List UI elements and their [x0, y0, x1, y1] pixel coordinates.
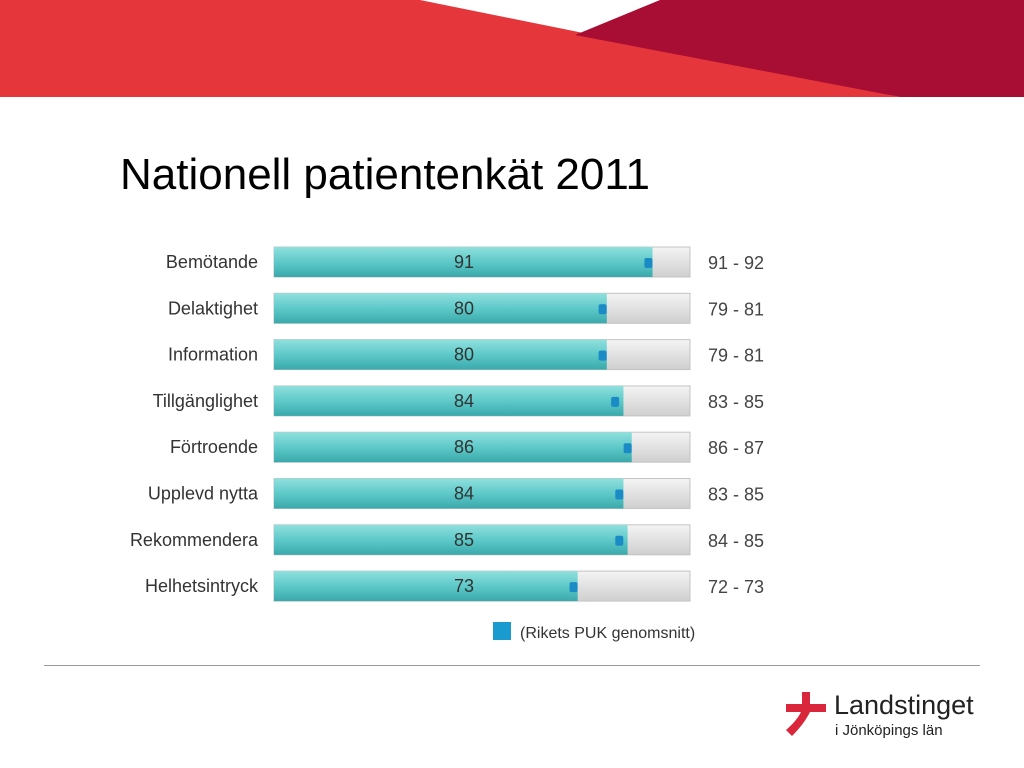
category-label: Tillgänglighet — [153, 391, 258, 411]
category-label: Förtroende — [170, 437, 258, 457]
range-label: 83 - 85 — [708, 392, 764, 412]
chart-row: Förtroende 86 86 - 87 — [170, 431, 764, 463]
value-label: 80 — [454, 345, 474, 365]
national-average-marker — [598, 350, 607, 361]
national-average-marker — [569, 582, 578, 593]
bar — [274, 432, 632, 463]
range-label: 84 - 85 — [708, 531, 764, 551]
bar — [274, 293, 607, 324]
footer-divider — [44, 665, 980, 666]
value-label: 80 — [454, 298, 474, 318]
bar — [274, 571, 578, 602]
page-title: Nationell patientenkät 2011 — [120, 150, 651, 199]
category-label: Information — [168, 345, 258, 365]
bar — [274, 385, 624, 416]
range-label: 72 - 73 — [708, 577, 764, 597]
value-label: 84 — [454, 484, 474, 504]
national-average-marker — [611, 396, 620, 407]
national-average-marker — [615, 489, 624, 500]
national-average-marker — [623, 443, 632, 454]
chart-row: Tillgänglighet 84 83 - 85 — [153, 385, 764, 417]
value-label: 91 — [454, 252, 474, 272]
red-cross-ribbon-icon — [786, 692, 826, 736]
chart-row: Delaktighet 80 79 - 81 — [168, 292, 764, 324]
national-average-marker — [644, 258, 653, 268]
legend-label: (Rikets PUK genomsnitt) — [520, 625, 695, 642]
chart-legend: (Rikets PUK genomsnitt) — [493, 622, 695, 642]
value-label: 73 — [454, 576, 474, 596]
bar — [274, 524, 628, 555]
value-label: 85 — [454, 530, 474, 550]
category-label: Upplevd nytta — [148, 484, 259, 504]
bar — [274, 478, 624, 509]
chart-row: Upplevd nytta 84 83 - 85 — [148, 478, 764, 509]
range-label: 79 - 81 — [708, 346, 764, 366]
range-label: 86 - 87 — [708, 438, 764, 458]
banner-crimson-band — [575, 0, 1024, 97]
chart-row: Information 80 79 - 81 — [168, 339, 764, 371]
category-label: Helhetsintryck — [145, 576, 259, 596]
range-label: 91 - 92 — [708, 253, 764, 273]
bar — [274, 339, 607, 370]
range-label: 79 - 81 — [708, 299, 764, 319]
bar — [274, 247, 653, 277]
banner-red-band — [0, 0, 900, 97]
range-label: 83 - 85 — [708, 485, 764, 505]
value-label: 84 — [454, 391, 474, 411]
value-label: 86 — [454, 437, 474, 457]
category-label: Bemötande — [166, 252, 258, 272]
national-average-marker — [615, 535, 624, 546]
legend-swatch — [493, 622, 511, 640]
logo-subtitle: i Jönköpings län — [835, 722, 943, 739]
chart-row: Rekommendera 85 84 - 85 — [130, 524, 764, 556]
category-label: Rekommendera — [130, 530, 259, 550]
header-banner — [0, 0, 1024, 97]
national-average-marker — [598, 304, 607, 315]
chart-row: Bemötande 91 91 - 92 — [166, 246, 764, 278]
chart-row: Helhetsintryck 73 72 - 73 — [145, 570, 764, 602]
category-label: Delaktighet — [168, 298, 258, 318]
logo-name: Landstinget — [834, 690, 974, 720]
landstinget-logo: Landstinget i Jönköpings län — [782, 690, 1002, 746]
